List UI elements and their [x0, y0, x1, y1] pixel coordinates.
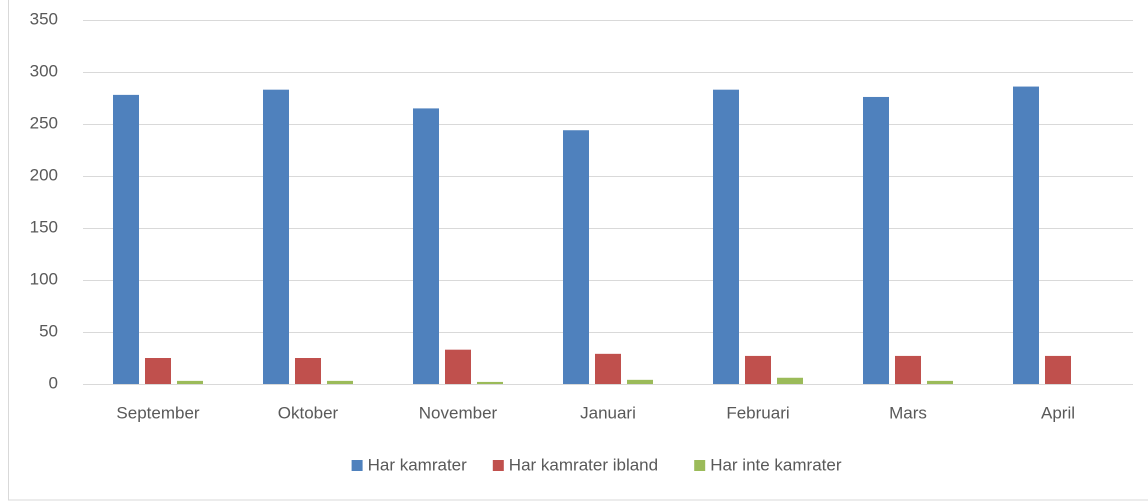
- x-tick-label: Mars: [889, 403, 927, 422]
- legend-label: Har inte kamrater: [710, 455, 842, 474]
- y-tick-label: 100: [30, 269, 58, 288]
- x-tick-label: Februari: [726, 403, 789, 422]
- bar: [413, 108, 439, 385]
- y-tick-label: 250: [30, 113, 58, 132]
- y-tick-label: 350: [30, 9, 58, 28]
- y-tick-label: 300: [30, 61, 58, 80]
- legend-swatch: [694, 460, 706, 471]
- bar: [777, 377, 803, 384]
- bar: [895, 355, 921, 384]
- bar: [927, 380, 953, 384]
- bar: [627, 379, 653, 384]
- x-tick-label: April: [1041, 403, 1075, 422]
- bar: [327, 380, 353, 384]
- y-tick-label: 0: [49, 373, 58, 392]
- bar: [863, 96, 889, 385]
- x-tick-label: November: [419, 403, 498, 422]
- bar: [445, 349, 471, 384]
- y-tick-label: 200: [30, 165, 58, 184]
- bar: [145, 358, 171, 384]
- bar: [295, 358, 321, 384]
- x-tick-label: Oktober: [278, 403, 339, 422]
- legend-label: Har kamrater ibland: [509, 455, 658, 474]
- bar: [477, 381, 503, 384]
- y-tick-label: 150: [30, 217, 58, 236]
- bar: [1045, 355, 1071, 384]
- legend-swatch: [492, 460, 504, 471]
- x-tick-label: September: [116, 403, 199, 422]
- bar: [1013, 86, 1039, 384]
- y-tick-label: 50: [39, 321, 58, 340]
- bar: [177, 380, 203, 384]
- bar: [713, 89, 739, 385]
- legend-swatch: [351, 460, 363, 471]
- bar: [745, 355, 771, 384]
- legend-label: Har kamrater: [368, 455, 468, 474]
- bar: [113, 94, 139, 384]
- bar: [263, 89, 289, 385]
- bar: [595, 353, 621, 384]
- bar: [563, 130, 589, 384]
- chart-frame: [8, 0, 1148, 501]
- x-tick-label: Januari: [580, 403, 636, 422]
